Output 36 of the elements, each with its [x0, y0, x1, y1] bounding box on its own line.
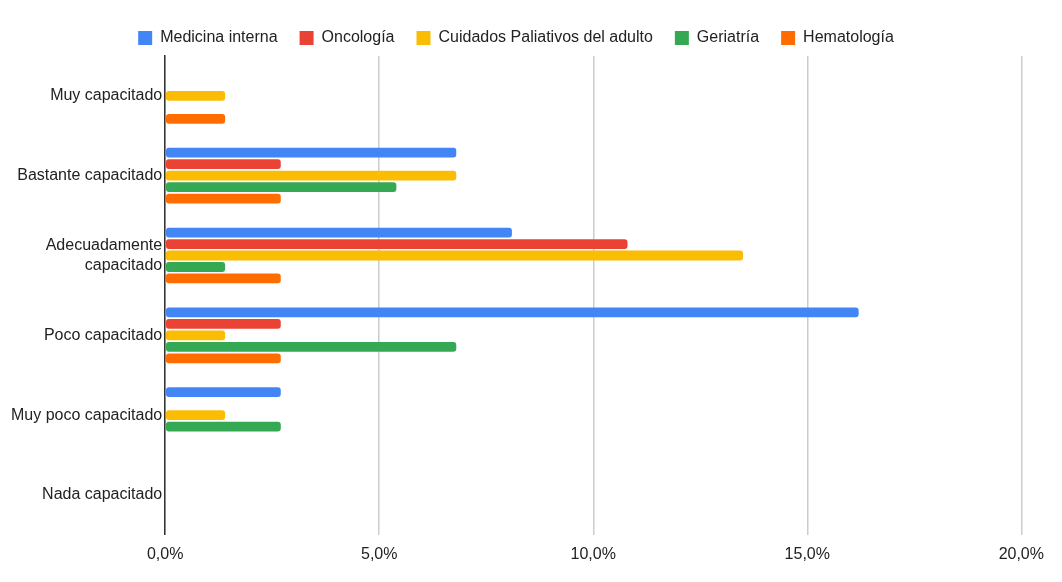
bar	[165, 341, 457, 352]
bar	[165, 170, 457, 181]
x-tick-label: 0,0%	[146, 544, 184, 562]
bar	[165, 193, 281, 204]
y-tick-label: Bastante capacitado	[17, 166, 163, 184]
bar	[165, 159, 281, 170]
bar	[165, 273, 281, 284]
y-tick-label: Muy capacitado	[50, 86, 163, 104]
y-tick-label: Poco capacitado	[43, 325, 163, 343]
x-tick-label: 20,0%	[998, 544, 1044, 562]
x-tick-label: 15,0%	[784, 544, 830, 562]
bar	[165, 114, 226, 124]
bar	[165, 318, 281, 329]
bar	[165, 410, 226, 420]
legend-label: Cuidados Paliativos del adulto	[438, 28, 653, 46]
bar	[165, 387, 281, 397]
legend-label: Oncología	[321, 28, 395, 46]
bar	[165, 307, 859, 318]
y-tick-label: Adecuadamente capacitado	[45, 236, 163, 273]
bar	[165, 147, 457, 158]
x-tick-label: 10,0%	[570, 544, 616, 562]
bar	[165, 330, 226, 341]
bar	[165, 262, 226, 272]
bar	[165, 227, 512, 238]
y-tick-label: Muy poco capacitado	[11, 405, 163, 423]
bar	[165, 353, 281, 364]
bar	[165, 91, 226, 101]
bar	[165, 182, 397, 193]
y-tick-label: Nada capacitado	[42, 485, 163, 503]
legend-label: Geriatría	[696, 28, 760, 46]
legend-label: Medicina interna	[160, 28, 278, 46]
legend-label: Hematología	[803, 28, 894, 46]
bar	[165, 239, 628, 249]
x-tick-label: 5,0%	[361, 544, 398, 562]
bar	[165, 421, 281, 432]
bar	[165, 250, 744, 261]
